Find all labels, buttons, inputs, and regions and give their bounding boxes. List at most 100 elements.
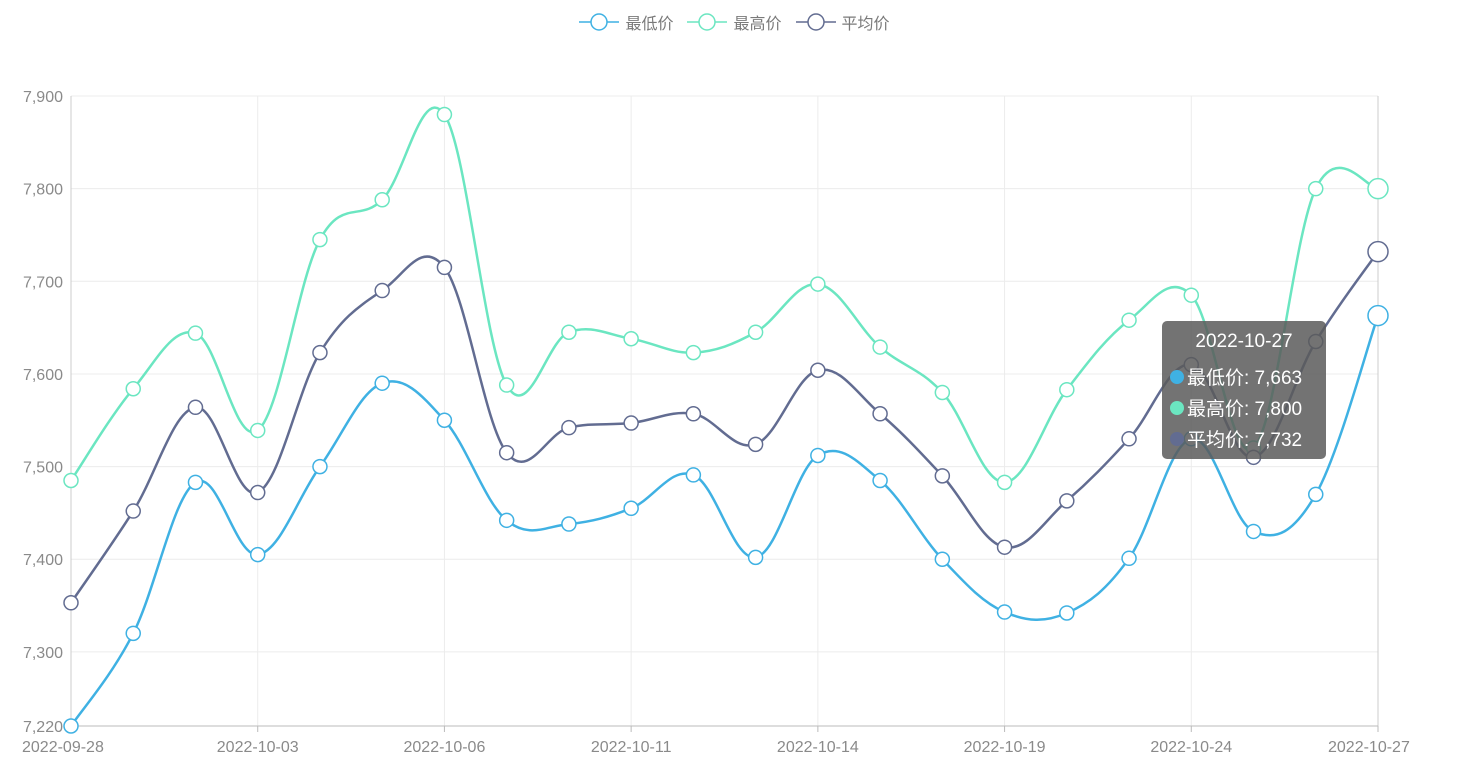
data-point-max[interactable] xyxy=(934,384,951,401)
x-tick-label: 2022-10-14 xyxy=(777,739,859,756)
x-tick-label: 2022-10-06 xyxy=(404,739,486,756)
data-point-avg[interactable] xyxy=(125,503,141,519)
x-tick-label: 2022-10-03 xyxy=(217,739,299,756)
x-tick-label: 2022-09-28 xyxy=(22,739,104,756)
data-point-avg[interactable] xyxy=(187,399,204,416)
data-point-avg[interactable] xyxy=(934,468,951,484)
data-point-max[interactable] xyxy=(1059,381,1075,398)
legend-avg-icon xyxy=(795,13,836,31)
tooltip-row-max: 最高价: 7,800 xyxy=(1170,392,1318,423)
data-point-max[interactable] xyxy=(872,339,888,355)
y-tick-label: 7,800 xyxy=(23,182,63,199)
legend-item-avg[interactable]: 平均价 xyxy=(795,10,890,34)
x-tick-label: 2022-10-27 xyxy=(1328,739,1410,756)
data-point-avg[interactable] xyxy=(249,484,266,501)
y-tick-label: 7,900 xyxy=(23,89,63,106)
data-point-max[interactable] xyxy=(374,192,390,208)
data-point-avg[interactable] xyxy=(498,444,515,461)
data-point-avg[interactable] xyxy=(1121,431,1137,447)
data-point-avg[interactable] xyxy=(561,419,577,436)
legend-label-avg: 平均价 xyxy=(841,16,890,33)
data-point-avg[interactable] xyxy=(872,406,888,422)
x-tick-label: 2022-10-11 xyxy=(591,739,672,756)
data-point-avg[interactable] xyxy=(312,344,328,361)
data-point-max[interactable] xyxy=(810,276,826,292)
y-tick-label: 7,700 xyxy=(23,274,63,291)
y-tick-label: 7,600 xyxy=(23,367,63,384)
data-point-avg[interactable] xyxy=(810,362,826,378)
data-point-max[interactable] xyxy=(312,231,328,248)
legend-min-icon xyxy=(579,13,620,31)
data-point-min[interactable] xyxy=(872,472,888,489)
data-point-min[interactable] xyxy=(1245,523,1262,540)
data-point-min[interactable] xyxy=(685,467,702,483)
legend-label-min: 最低价 xyxy=(625,16,674,33)
data-point-max[interactable] xyxy=(187,325,204,341)
tick-labels: 7,220 7,300 7,400 7,500 7,600 7,700 7,800 7,900… xyxy=(22,89,1410,756)
data-point-max[interactable] xyxy=(63,472,79,489)
data-point-min[interactable] xyxy=(996,604,1013,620)
data-point-avg[interactable] xyxy=(685,406,702,422)
data-point-max[interactable] xyxy=(1121,312,1137,328)
data-point-max[interactable] xyxy=(436,106,453,123)
y-tick-label: 7,300 xyxy=(23,645,63,662)
data-point-max[interactable] xyxy=(996,474,1013,491)
data-point-min[interactable] xyxy=(436,412,453,429)
data-point-avg[interactable] xyxy=(996,539,1013,555)
data-point-max[interactable] xyxy=(561,324,577,340)
y-tick-label: 7,220 xyxy=(23,719,63,736)
data-point-max[interactable] xyxy=(747,324,764,340)
data-point-min[interactable] xyxy=(623,500,639,517)
data-point-min[interactable] xyxy=(934,551,951,567)
data-point-max[interactable] xyxy=(1367,177,1389,200)
y-tick-label: 7,400 xyxy=(23,552,63,569)
data-point-max[interactable] xyxy=(1308,180,1324,197)
tooltip-row-min: 最低价: 7,663 xyxy=(1170,361,1318,392)
data-point-min[interactable] xyxy=(1059,605,1075,621)
legend: 最低价 最高价 平均价 xyxy=(0,8,1469,36)
tooltip-dot-avg xyxy=(1170,431,1184,446)
legend-max-icon xyxy=(687,13,728,31)
tooltip-date: 2022-10-27 xyxy=(1195,331,1293,352)
tooltip-text-min: 最低价: 7,663 xyxy=(1187,368,1303,389)
data-point-max[interactable] xyxy=(1183,287,1200,303)
tooltip-dot-min xyxy=(1170,369,1184,384)
data-point-min[interactable] xyxy=(810,447,826,464)
data-point-min[interactable] xyxy=(1308,486,1324,503)
legend-item-min[interactable]: 最低价 xyxy=(579,10,673,34)
data-point-avg[interactable] xyxy=(374,282,390,299)
legend-item-max[interactable]: 最高价 xyxy=(687,10,782,34)
data-point-min[interactable] xyxy=(312,458,328,475)
data-point-min[interactable] xyxy=(249,546,266,563)
data-point-avg[interactable] xyxy=(1059,493,1075,509)
data-point-min[interactable] xyxy=(187,474,204,491)
tooltip: 2022-10-27 最低价: 7,663 最高价: 7,800 平均价: 7,… xyxy=(1162,321,1326,459)
data-point-min[interactable] xyxy=(63,718,79,734)
tooltip-text-max: 最高价: 7,800 xyxy=(1187,399,1303,420)
data-point-avg[interactable] xyxy=(63,595,79,611)
x-tick-label: 2022-10-19 xyxy=(964,739,1046,756)
data-point-min[interactable] xyxy=(747,549,764,566)
data-point-max[interactable] xyxy=(125,381,141,397)
x-tick-label: 2022-10-24 xyxy=(1150,739,1232,756)
legend-label-max: 最高价 xyxy=(733,16,782,33)
data-point-avg[interactable] xyxy=(1367,240,1389,263)
data-point-max[interactable] xyxy=(685,344,702,361)
data-point-min[interactable] xyxy=(374,375,390,391)
data-point-max[interactable] xyxy=(623,330,639,347)
tooltip-dot-max xyxy=(1170,400,1184,415)
data-point-max[interactable] xyxy=(498,377,515,393)
data-point-avg[interactable] xyxy=(436,259,453,276)
data-point-avg[interactable] xyxy=(747,436,764,453)
data-point-min[interactable] xyxy=(1367,304,1389,327)
y-tick-label: 7,500 xyxy=(23,460,63,477)
data-point-min[interactable] xyxy=(1121,550,1137,567)
data-point-min[interactable] xyxy=(498,512,515,529)
tooltip-row-avg: 平均价: 7,732 xyxy=(1170,423,1318,454)
data-point-min[interactable] xyxy=(125,625,141,642)
tooltip-text-avg: 平均价: 7,732 xyxy=(1187,430,1303,451)
data-point-avg[interactable] xyxy=(623,415,639,431)
data-point-max[interactable] xyxy=(249,422,266,439)
data-point-min[interactable] xyxy=(561,516,577,532)
